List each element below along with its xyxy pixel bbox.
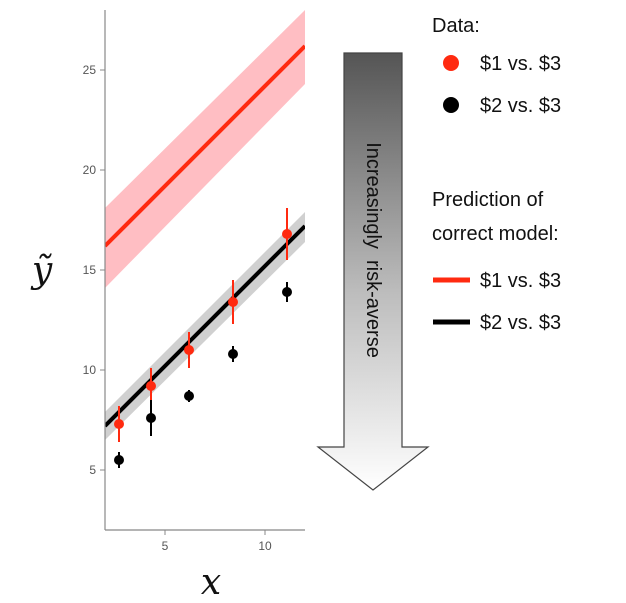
data-point-s2-5	[282, 287, 292, 297]
x-ticks: 5 10	[162, 530, 272, 553]
data-point-s1-2	[146, 381, 156, 391]
legend-prediction-title-1: Prediction of	[432, 189, 544, 211]
prediction-lines	[105, 44, 305, 428]
data-point-s2-1	[114, 455, 124, 465]
legend-data-item-2: $2 vs. $3	[480, 95, 561, 117]
x-axis-label: x	[201, 562, 221, 603]
y-ticks: 5 10 15 20 25	[83, 63, 105, 477]
y-axis-label: ỹ	[30, 250, 53, 291]
data-point-s1-5	[282, 229, 292, 239]
arrow-label: Increasingly risk-averse	[362, 142, 384, 358]
legend-data-item-1: $1 vs. $3	[480, 53, 561, 75]
legend-data-title: Data:	[432, 15, 480, 37]
legend-prediction-title-2: correct model:	[432, 223, 559, 245]
data-point-s1-4	[228, 297, 238, 307]
prediction-line-1	[105, 44, 305, 248]
y-tick-label-5: 25	[83, 63, 97, 77]
x-tick-label-2: 10	[258, 539, 272, 553]
x-tick-label-1: 5	[162, 539, 169, 553]
data-point-s2-2	[146, 413, 156, 423]
data-point-s1-3	[184, 345, 194, 355]
legend-marker-red-dot	[443, 55, 459, 71]
legend-prediction-item-1: $1 vs. $3	[480, 270, 561, 292]
data-point-s2-4	[228, 349, 238, 359]
legend-marker-black-dot	[443, 97, 459, 113]
y-tick-label-4: 20	[83, 163, 97, 177]
data-point-s2-3	[184, 391, 194, 401]
y-tick-label-3: 15	[83, 263, 97, 277]
data-point-s1-1	[114, 419, 124, 429]
y-tick-label-2: 10	[83, 363, 97, 377]
arrow-shape	[316, 52, 430, 491]
legend-prediction-item-2: $2 vs. $3	[480, 312, 561, 334]
y-tick-label-1: 5	[89, 463, 96, 477]
prediction-line-2	[105, 224, 305, 428]
data-points	[114, 208, 292, 468]
legend: Data: $1 vs. $3 $2 vs. $3 Prediction of …	[432, 15, 561, 334]
prediction-band-1	[105, 10, 305, 288]
risk-averse-arrow: Increasingly risk-averse	[316, 52, 430, 491]
